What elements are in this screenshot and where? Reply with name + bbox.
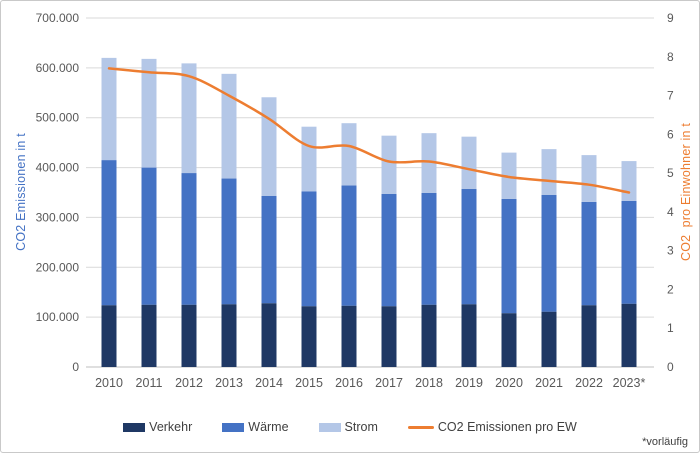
bar-segment-verkehr-2016 (341, 305, 357, 367)
bar-segment-verkehr-2020 (501, 313, 517, 367)
y-axis-tick-label-right: 2 (667, 282, 674, 296)
bar-segment-w-rme-2017 (381, 193, 397, 307)
legend-item-verkehr: Verkehr (123, 420, 192, 434)
footnote: *vorläufig (642, 436, 688, 448)
bar-segment-w-rme-2020 (501, 198, 517, 314)
bar-segment-verkehr-2021 (541, 311, 557, 367)
bar-segment-strom-2011 (141, 58, 157, 168)
legend-swatch-w-rme-icon (222, 422, 245, 432)
bar-segment-verkehr-2012 (181, 304, 197, 367)
x-axis-tick-label: 2012 (175, 376, 203, 390)
bar-segment-verkehr-2022 (581, 305, 597, 367)
bar-segment-verkehr-2023 (621, 303, 637, 367)
x-axis-tick-label: 2018 (415, 376, 443, 390)
x-axis-tick-label: 2016 (335, 376, 363, 390)
y-axis-tick-label-left: 400.000 (36, 161, 80, 175)
legend-label-strom: Strom (344, 420, 378, 434)
x-axis-tick-label: 2014 (255, 376, 283, 390)
bar-segment-verkehr-2010 (101, 305, 117, 367)
bar-segment-strom-2017 (381, 135, 397, 194)
legend-label-verkehr: Verkehr (149, 420, 193, 434)
x-axis-tick-label: 2011 (136, 376, 163, 390)
y-axis-tick-label-left: 0 (72, 360, 79, 374)
x-axis-tick-label: 2013 (215, 376, 243, 390)
bar-segment-w-rme-2018 (421, 192, 437, 305)
bar-segment-w-rme-2016 (341, 185, 357, 306)
bar-segment-w-rme-2021 (541, 194, 557, 312)
x-axis-tick-label: 2021 (535, 376, 563, 390)
bar-segment-w-rme-2011 (141, 167, 157, 305)
line-co2-emissionen-pro-ew (107, 67, 631, 194)
legend-item-w-rme: Wärme (222, 420, 289, 434)
x-axis-tick-label: 2017 (375, 376, 403, 390)
bar-segment-strom-2016 (341, 123, 357, 186)
legend-label-co2-emissionen-pro-ew: CO2 Emissionen pro EW (437, 420, 577, 434)
bar-segment-w-rme-2023 (621, 200, 637, 304)
bar-segment-w-rme-2022 (581, 201, 597, 306)
x-axis-tick-label: 2010 (95, 376, 123, 390)
x-axis-tick-label: 2022 (575, 376, 603, 390)
y-axis-tick-label-right: 7 (667, 89, 674, 103)
left-axis-title: CO2 Emissionen in t (14, 133, 28, 251)
legend-swatch-strom-icon (318, 422, 341, 432)
y-axis-tick-label-right: 5 (667, 166, 674, 180)
right-axis-title: CO2 pro Einwohner in t (679, 123, 693, 261)
bar-segment-verkehr-2013 (221, 304, 237, 367)
bar-segment-strom-2018 (421, 133, 437, 193)
y-axis-tick-label-right: 0 (667, 360, 674, 374)
bar-segment-strom-2022 (581, 155, 597, 202)
y-axis-tick-label-right: 1 (667, 321, 674, 335)
bar-segment-w-rme-2013 (221, 178, 237, 305)
bar-segment-verkehr-2015 (301, 306, 317, 367)
bar-segment-w-rme-2014 (261, 195, 277, 304)
bar-segment-w-rme-2019 (461, 189, 477, 305)
legend-item-strom: Strom (318, 420, 378, 434)
legend-item-co2-emissionen-pro-ew: CO2 Emissionen pro EW (407, 420, 577, 434)
y-axis-tick-label-right: 4 (667, 205, 674, 219)
legend: Verkehr Wärme Strom CO2 Emissionen pro EW (1, 420, 699, 434)
x-axis-tick-label: 2019 (455, 376, 483, 390)
bar-segment-strom-2023 (621, 161, 637, 201)
y-axis-tick-label-left: 500.000 (36, 111, 80, 125)
y-axis-tick-label-right: 3 (667, 244, 674, 258)
bar-segment-strom-2019 (461, 136, 477, 190)
bar-segment-strom-2021 (541, 149, 557, 195)
bar-segment-strom-2015 (301, 126, 317, 192)
bar-segment-w-rme-2015 (301, 191, 317, 307)
y-axis-tick-label-left: 100.000 (36, 310, 80, 324)
y-axis-tick-label-right: 9 (667, 11, 674, 25)
bar-segment-w-rme-2012 (181, 173, 197, 305)
x-axis-tick-label: 2015 (295, 376, 323, 390)
legend-label-w-rme: Wärme (248, 420, 289, 434)
x-axis-tick-label: 2020 (495, 376, 523, 390)
bar-segment-strom-2010 (101, 57, 117, 161)
bar-segment-verkehr-2017 (381, 306, 397, 367)
bar-segment-w-rme-2010 (101, 160, 117, 306)
y-axis-tick-label-left: 700.000 (36, 11, 80, 25)
bar-segment-verkehr-2011 (141, 304, 157, 367)
bar-segment-strom-2013 (221, 73, 237, 179)
legend-swatch-co2-emissionen-pro-ew-line-icon (407, 425, 434, 429)
y-axis-tick-label-right: 8 (667, 50, 674, 64)
y-axis-tick-label-left: 600.000 (36, 61, 80, 75)
bar-segment-verkehr-2019 (461, 304, 477, 367)
bar-segment-strom-2014 (261, 97, 277, 196)
bar-segment-verkehr-2014 (261, 303, 277, 367)
x-axis-tick-label: 2023* (613, 376, 646, 390)
bar-segment-strom-2012 (181, 63, 197, 174)
y-axis-tick-label-left: 200.000 (36, 260, 80, 274)
y-axis-tick-label-right: 6 (667, 127, 674, 141)
bar-segment-verkehr-2018 (421, 304, 437, 367)
y-axis-tick-label-left: 300.000 (36, 210, 80, 224)
legend-swatch-verkehr-icon (123, 422, 146, 432)
